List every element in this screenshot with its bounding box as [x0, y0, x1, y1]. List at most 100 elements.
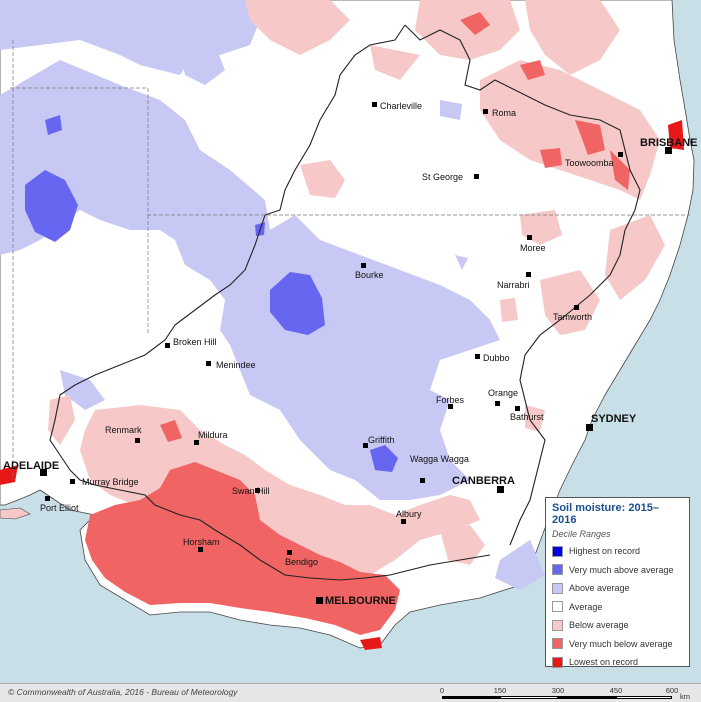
town-orange: Orange [488, 388, 518, 406]
legend-label: Very much below average [569, 638, 673, 649]
svg-text:Bourke: Bourke [355, 270, 384, 280]
svg-text:SYDNEY: SYDNEY [591, 413, 637, 425]
kangaroo-island [0, 507, 31, 520]
capital-sydney: SYDNEY [586, 413, 637, 431]
town-st-george: St George [422, 172, 479, 182]
town-murray-bridge: Murray Bridge [70, 477, 139, 487]
town-griffith: Griffith [363, 435, 394, 448]
lowest-on-record-areas [0, 120, 684, 650]
scale-tick-label: 0 [439, 686, 445, 695]
legend-item: Lowest on record [552, 653, 683, 672]
svg-text:Wagga Wagga: Wagga Wagga [410, 454, 469, 464]
legend-swatch [552, 601, 563, 613]
legend-item: Above average [552, 579, 683, 598]
very-much-below-average-areas [85, 12, 630, 635]
town-bourke: Bourke [355, 263, 384, 280]
town-menindee: Menindee [206, 360, 256, 370]
svg-text:Dubbo: Dubbo [483, 353, 510, 363]
legend: Soil moisture: 2015–2016 Decile Ranges H… [545, 497, 690, 668]
town-roma: Roma [483, 108, 516, 118]
capital-adelaide: ADELAIDE [3, 460, 59, 476]
svg-text:Toowoomba: Toowoomba [565, 158, 614, 168]
town-forbes: Forbes [436, 395, 465, 409]
scale-unit: km [680, 692, 690, 701]
svg-text:Murray Bridge: Murray Bridge [82, 477, 139, 487]
capital-canberra: CANBERRA [452, 475, 515, 493]
svg-text:Swan Hill: Swan Hill [232, 486, 270, 496]
legend-label: Average [569, 601, 603, 612]
town-dubbo: Dubbo [475, 353, 510, 363]
town-mildura: Mildura [194, 430, 228, 445]
internal-boundaries [10, 40, 690, 480]
capital-melbourne: MELBOURNE [316, 595, 396, 607]
scale-segment [616, 696, 672, 699]
town-port-elliot: Port Elliot [40, 496, 79, 513]
legend-item: Very much above average [552, 561, 683, 580]
town-horsham: Horsham [183, 537, 220, 552]
legend-swatch [552, 656, 563, 668]
very-much-above-average-areas [25, 115, 398, 472]
town-albury: Albury [396, 509, 422, 524]
svg-text:Port Elliot: Port Elliot [40, 503, 79, 513]
svg-text:Moree: Moree [520, 243, 546, 253]
legend-swatch [552, 545, 563, 557]
scale-bar: 0 150 300 450 600 km [440, 684, 690, 702]
svg-text:Bathurst: Bathurst [510, 412, 544, 422]
svg-text:Bendigo: Bendigo [285, 557, 318, 567]
legend-swatch [552, 619, 563, 631]
town-moree: Moree [520, 235, 546, 253]
svg-text:Orange: Orange [488, 388, 518, 398]
svg-text:Griffith: Griffith [368, 435, 394, 445]
town-swan-hill: Swan Hill [232, 486, 270, 496]
legend-item: Very much below average [552, 635, 683, 654]
legend-title: Soil moisture: 2015–2016 [552, 502, 659, 526]
town-narrabri: Narrabri [497, 272, 531, 290]
svg-text:Mildura: Mildura [198, 430, 228, 440]
svg-text:Albury: Albury [396, 509, 422, 519]
svg-text:MELBOURNE: MELBOURNE [325, 595, 396, 607]
legend-items: Highest on record Very much above average… [552, 542, 683, 672]
legend-label: Lowest on record [569, 657, 639, 668]
capital-markers: ADELAIDE BRISBANE SYDNEY CANBERRA MELBOU… [3, 137, 697, 607]
svg-text:ADELAIDE: ADELAIDE [3, 460, 59, 472]
legend-label: Highest on record [569, 546, 641, 557]
svg-text:Tamworth: Tamworth [553, 312, 592, 322]
svg-text:Roma: Roma [492, 108, 516, 118]
town-wagga-wagga: Wagga Wagga [410, 454, 469, 483]
svg-text:Menindee: Menindee [216, 360, 256, 370]
legend-swatch [552, 582, 563, 594]
svg-text:St George: St George [422, 172, 463, 182]
scale-segment [500, 696, 558, 699]
svg-text:CANBERRA: CANBERRA [452, 475, 515, 487]
legend-item: Below average [552, 616, 683, 635]
svg-text:BRISBANE: BRISBANE [640, 137, 697, 149]
legend-label: Above average [569, 583, 630, 594]
svg-text:Narrabri: Narrabri [497, 280, 530, 290]
above-average-areas [0, 0, 545, 590]
footer: © Commonwealth of Australia, 2016 - Bure… [0, 683, 701, 702]
legend-label: Below average [569, 620, 629, 631]
legend-swatch [552, 564, 563, 576]
capital-brisbane: BRISBANE [640, 137, 697, 154]
scale-segment [558, 696, 616, 699]
town-bendigo: Bendigo [285, 550, 318, 567]
town-renmark: Renmark [105, 425, 142, 443]
town-broken-hill: Broken Hill [165, 337, 217, 348]
town-tamworth: Tamworth [553, 305, 592, 322]
legend-swatch [552, 638, 563, 650]
legend-label: Very much above average [569, 564, 674, 575]
svg-text:Broken Hill: Broken Hill [173, 337, 217, 347]
svg-text:Renmark: Renmark [105, 425, 142, 435]
copyright-text: © Commonwealth of Australia, 2016 - Bure… [8, 687, 238, 697]
state-borders [49, 24, 641, 581]
scale-tick-label: 150 [493, 686, 507, 695]
scale-tick-label: 600 [665, 686, 679, 695]
svg-text:Forbes: Forbes [436, 395, 465, 405]
svg-text:Horsham: Horsham [183, 537, 220, 547]
town-bathurst: Bathurst [510, 406, 544, 422]
scale-tick-label: 450 [609, 686, 623, 695]
town-markers: Charleville Roma Toowoomba St George Mor… [40, 101, 623, 567]
scale-segment [442, 696, 500, 699]
legend-item: Highest on record [552, 542, 683, 561]
